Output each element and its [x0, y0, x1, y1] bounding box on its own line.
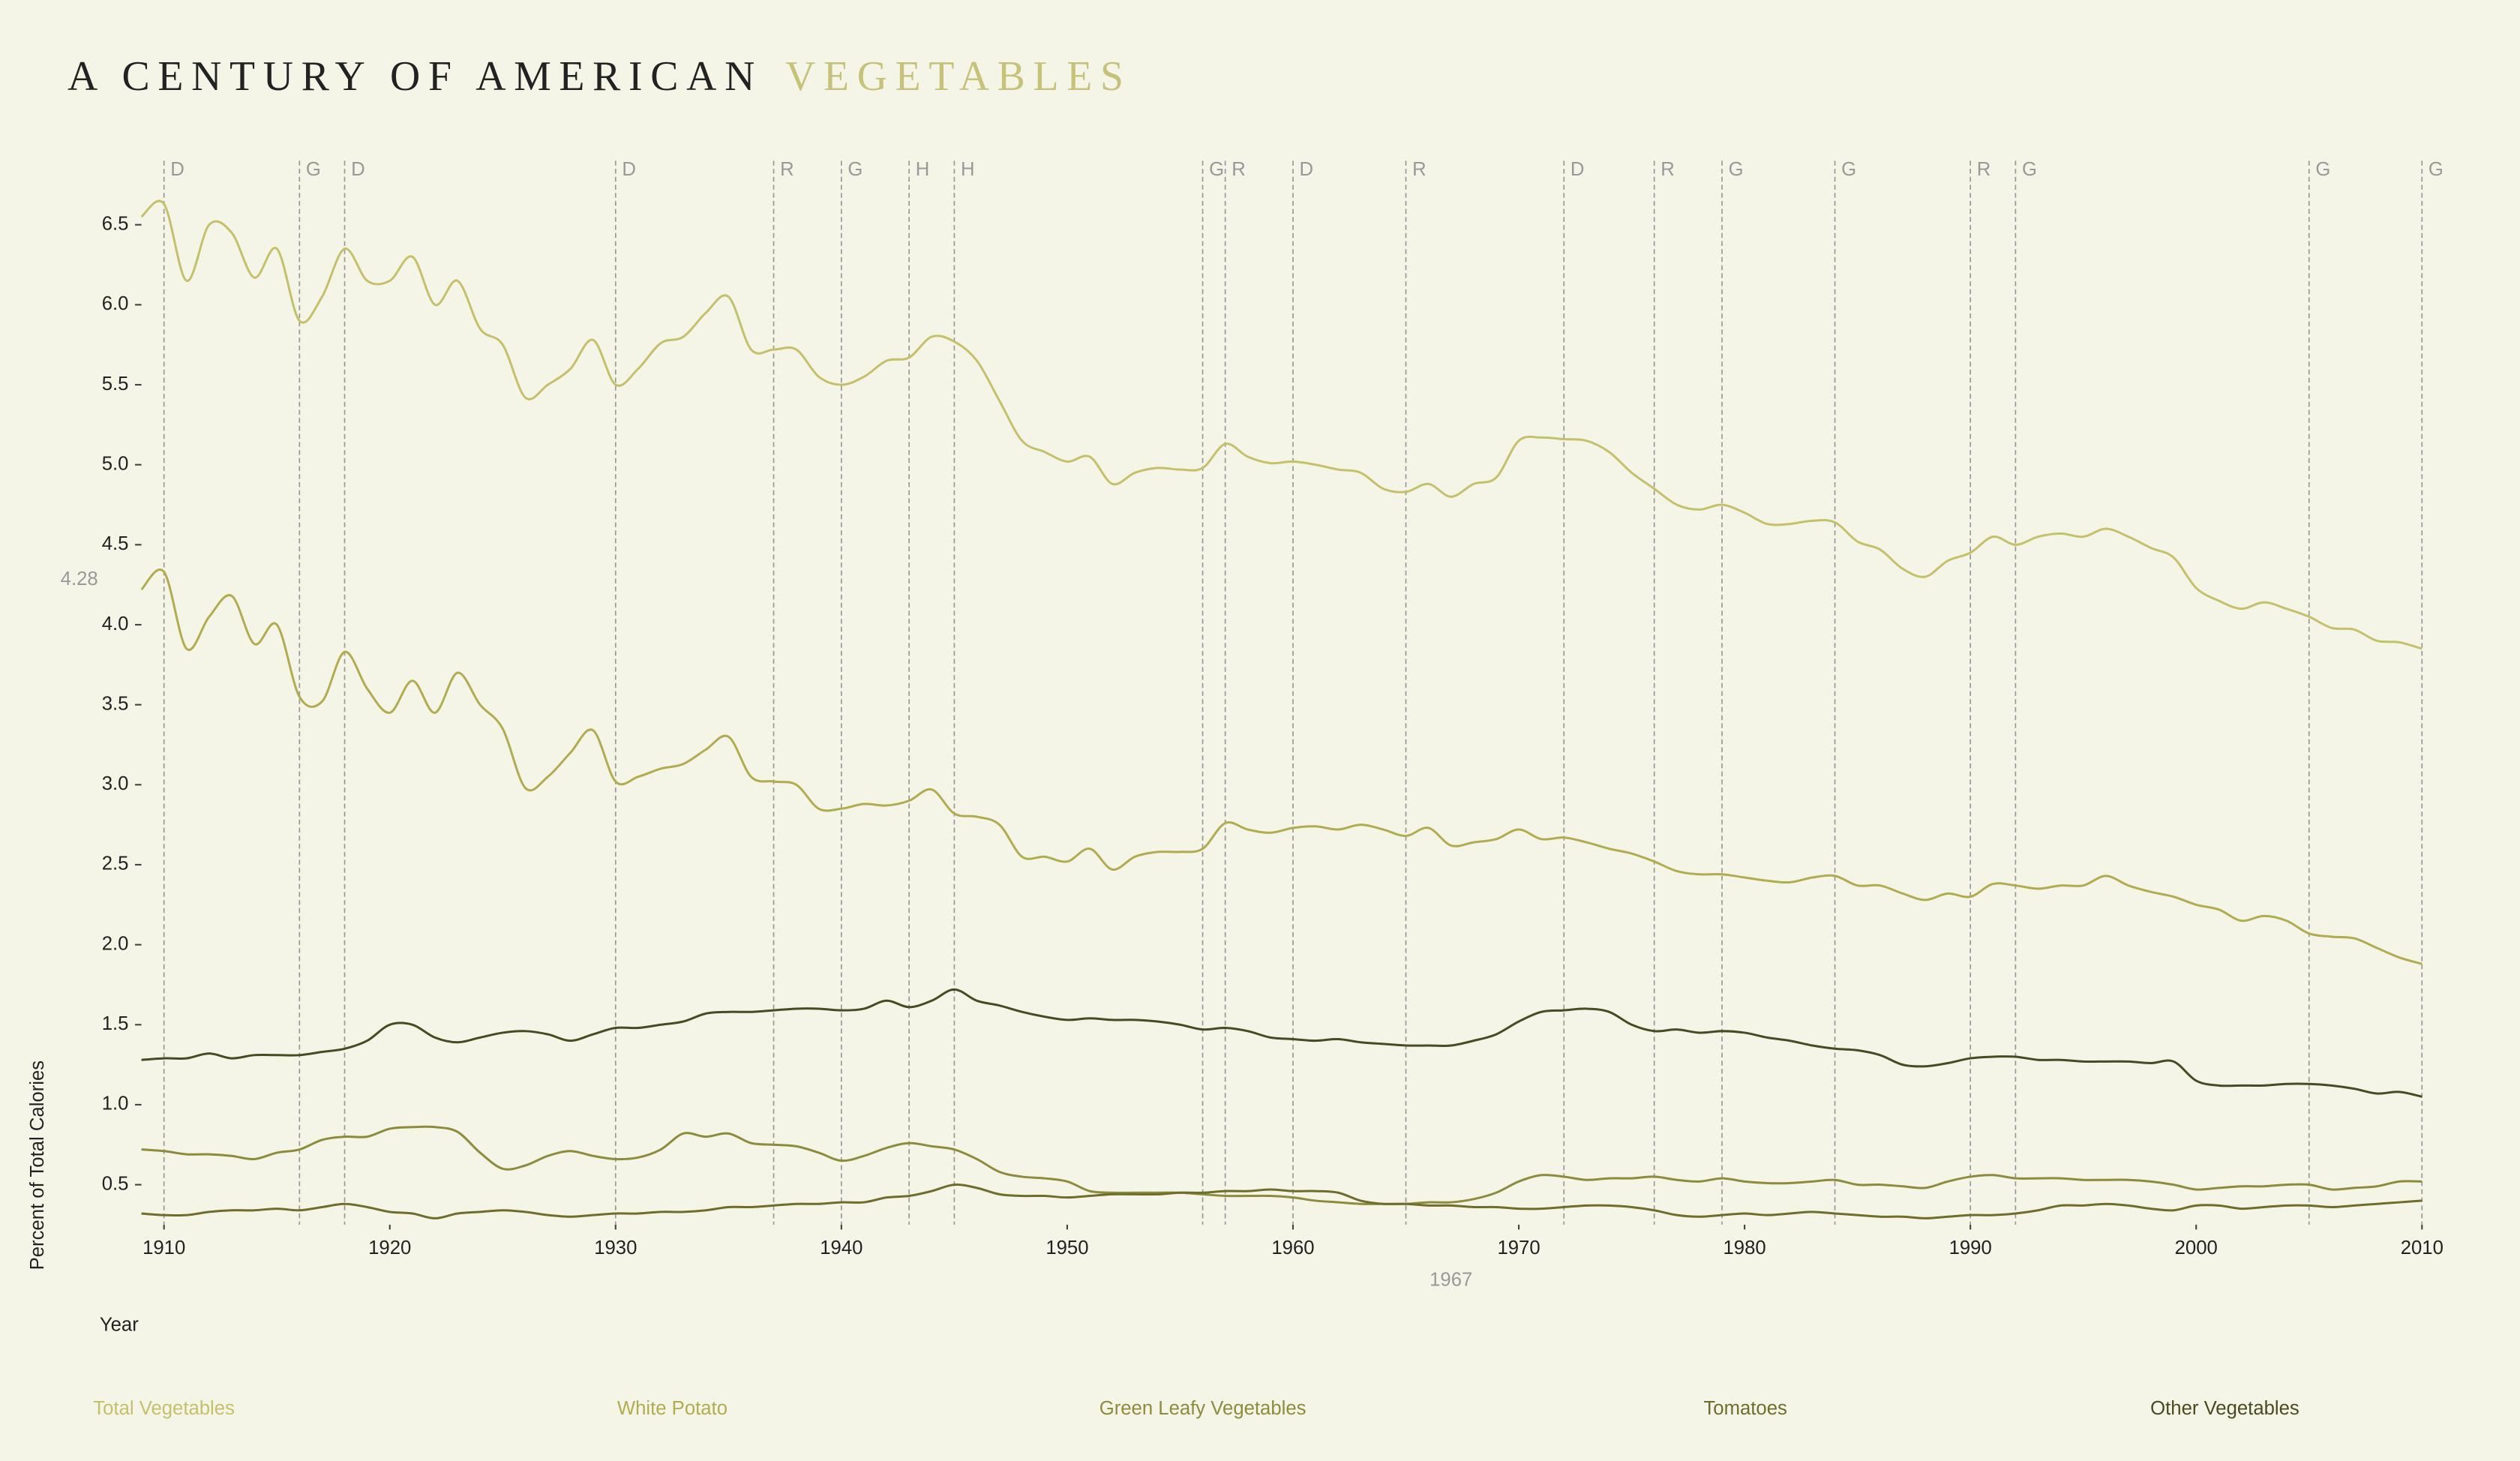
event-label: H — [961, 159, 975, 180]
event-label: D — [622, 159, 636, 180]
event-label: D — [1570, 159, 1585, 180]
legend-entry[interactable]: Other Vegetables — [2150, 1398, 2300, 1419]
event-label: D — [170, 159, 184, 180]
event-label: R — [1232, 159, 1246, 180]
event-label: G — [1841, 159, 1856, 180]
chart-title: A CENTURY OF AMERICAN VEGETABLES — [68, 53, 1132, 100]
series-line — [140, 568, 2422, 965]
x-tick-label: 2010 — [2401, 1238, 2444, 1258]
y-tick-label: 0.5 — [102, 1173, 129, 1194]
y-tick-label: 1.5 — [102, 1013, 129, 1034]
legend-entry[interactable]: White Potato — [617, 1398, 728, 1419]
event-label: G — [2428, 159, 2444, 180]
legend-entry[interactable]: Total Vegetables — [93, 1398, 235, 1419]
event-label: G — [848, 159, 862, 180]
y-tick-label: 5.0 — [102, 453, 129, 474]
x-tick-label: 1960 — [1271, 1238, 1314, 1258]
event-label: H — [916, 159, 930, 180]
x-tick-label: 1930 — [594, 1238, 637, 1258]
x-tick-label: 1990 — [1949, 1238, 1992, 1258]
event-label: R — [1977, 159, 1991, 180]
event-label: R — [780, 159, 794, 180]
x-tick-label: 1920 — [368, 1238, 411, 1258]
series-line — [141, 988, 2422, 1098]
event-label: G — [1729, 159, 1744, 180]
event-label: G — [1209, 159, 1224, 180]
x-tick-label: 2000 — [2175, 1238, 2218, 1258]
title-main: A CENTURY OF AMERICAN — [68, 53, 763, 100]
y-tick-label: 2.5 — [102, 854, 129, 874]
y-tick-label: 2.0 — [102, 933, 129, 954]
x-tick-label: 1980 — [1724, 1238, 1766, 1258]
series-line — [141, 1183, 2422, 1220]
legend-entry[interactable]: Tomatoes — [1703, 1398, 1786, 1419]
event-label: D — [351, 159, 365, 180]
series-line — [141, 1125, 2422, 1205]
y-tick-label: 5.5 — [102, 374, 129, 394]
y-tick-label: 3.0 — [102, 773, 129, 794]
y-tick-label: 4.0 — [102, 614, 129, 634]
highlight-value: 4.28 — [61, 568, 98, 590]
y-axis-label: Percent of Total Calories — [27, 1060, 48, 1270]
event-label: G — [2022, 159, 2037, 180]
x-tick-label: 1910 — [142, 1238, 185, 1258]
event-label: R — [1412, 159, 1426, 180]
title-accent: VEGETABLES — [785, 53, 1132, 100]
y-tick-label: 4.5 — [102, 533, 129, 554]
x-tick-label: 1950 — [1046, 1238, 1088, 1258]
y-tick-label: 1.0 — [102, 1094, 129, 1114]
event-label: D — [1300, 159, 1314, 180]
x-axis-label: Year — [100, 1315, 139, 1336]
event-label: G — [2315, 159, 2330, 180]
x-tick-label: 1940 — [820, 1238, 862, 1258]
y-tick-label: 6.0 — [102, 293, 129, 314]
legend-entry[interactable]: Green Leafy Vegetables — [1100, 1398, 1306, 1419]
event-label: R — [1660, 159, 1675, 180]
y-tick-label: 3.5 — [102, 693, 129, 714]
x-tick-label: 1970 — [1497, 1238, 1540, 1258]
highlight-year: 1967 — [1430, 1270, 1472, 1291]
series-line — [140, 200, 2422, 650]
event-label: G — [306, 159, 321, 180]
y-tick-label: 6.5 — [102, 213, 129, 234]
